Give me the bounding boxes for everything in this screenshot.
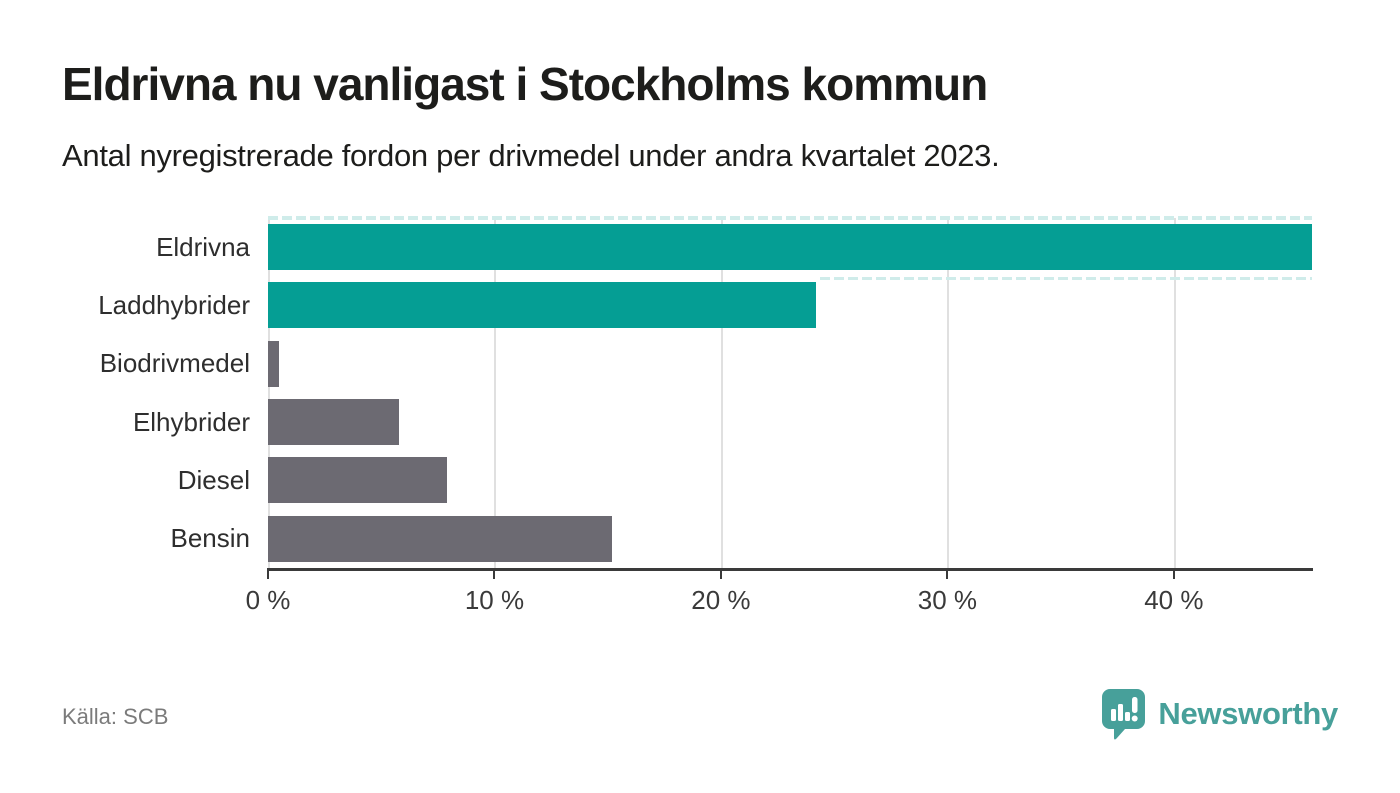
newsworthy-logo-icon xyxy=(1101,688,1146,740)
bar-biodrivmedel xyxy=(268,340,280,387)
x-tick-0 xyxy=(267,570,269,579)
x-tick-label-40: 40 % xyxy=(1144,585,1204,615)
x-axis-line xyxy=(267,568,1313,571)
page-title: Eldrivna nu vanligast i Stockholms kommu… xyxy=(62,58,988,110)
dashed-guide-top xyxy=(268,216,1312,220)
gridline-0 xyxy=(268,218,270,568)
page-subtitle: Antal nyregistrerade fordon per drivmede… xyxy=(62,138,1000,173)
category-label-diesel: Diesel xyxy=(177,464,250,495)
bar-diesel xyxy=(268,457,447,504)
source-note: Källa: SCB xyxy=(62,704,169,729)
bar-row xyxy=(268,335,1312,393)
gridline-20 xyxy=(720,218,723,568)
category-label-eldrivna: Eldrivna xyxy=(156,231,250,262)
x-tick-40 xyxy=(1172,570,1175,579)
x-tick-20 xyxy=(719,570,722,579)
brand-name: Newsworthy xyxy=(1158,696,1338,731)
bar-row xyxy=(268,276,1312,334)
bar-row xyxy=(268,393,1312,451)
category-label-bensin: Bensin xyxy=(170,523,251,554)
category-label-biodrivmedel: Biodrivmedel xyxy=(99,348,250,379)
bar-row xyxy=(268,451,1312,509)
category-label-elhybrider: Elhybrider xyxy=(132,406,250,437)
gridline-10 xyxy=(494,218,497,568)
x-tick-label-10: 10 % xyxy=(464,585,525,615)
category-labels: Eldrivna Laddhybrider Biodrivmedel Elhybrid… xyxy=(40,218,250,568)
bar-laddhybrider xyxy=(268,282,817,329)
bar-row xyxy=(268,510,1312,568)
x-tick-30 xyxy=(946,570,949,579)
brand-lockup: Newsworthy xyxy=(1101,688,1338,740)
dashed-guide-mid xyxy=(820,277,1312,280)
gridline-30 xyxy=(947,218,950,568)
bar-bensin xyxy=(268,515,613,562)
plot-area xyxy=(268,216,1312,568)
gridline-40 xyxy=(1173,218,1176,568)
x-tick-10 xyxy=(493,570,496,579)
category-label-laddhybrider: Laddhybrider xyxy=(98,289,250,320)
bar-row xyxy=(268,218,1312,276)
bar-eldrivna xyxy=(268,224,1312,270)
bar-elhybrider xyxy=(268,399,400,445)
x-tick-label-0: 0 % xyxy=(245,585,291,615)
x-tick-label-30: 30 % xyxy=(917,585,978,615)
x-tick-label-20: 20 % xyxy=(691,585,751,615)
